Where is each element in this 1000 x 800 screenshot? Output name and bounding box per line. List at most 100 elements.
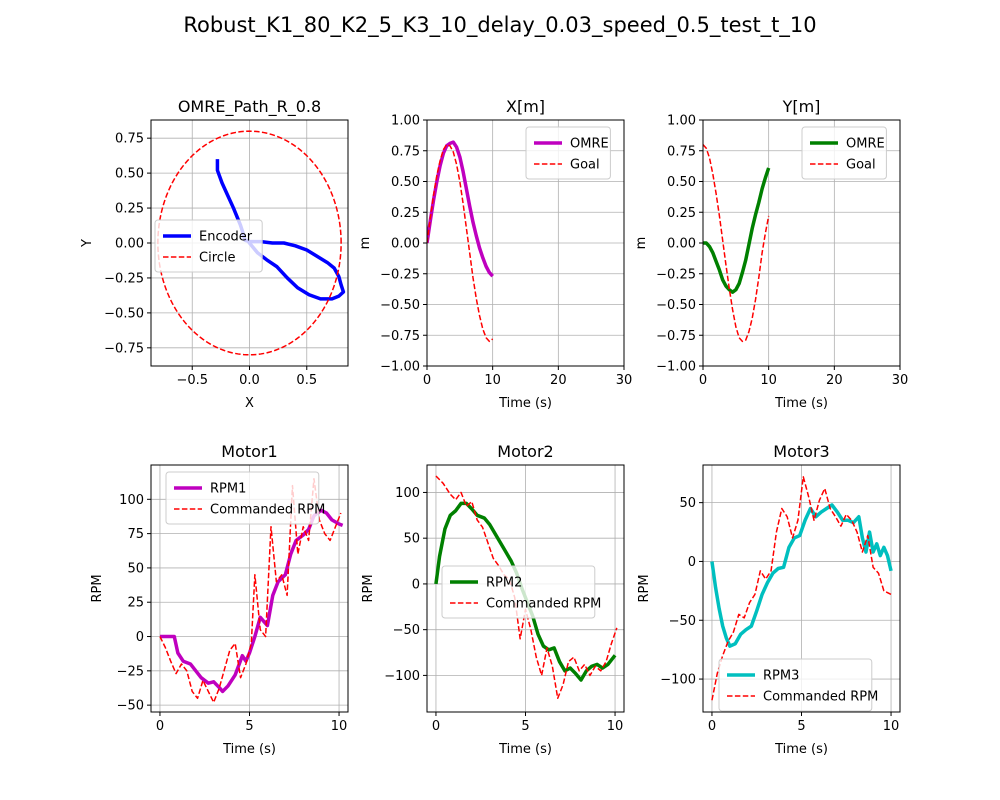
y-tick-label: −1.00 — [656, 360, 696, 375]
y-tick-label: −25 — [117, 664, 144, 679]
legend-box — [718, 658, 873, 712]
x-tick-label: 0 — [699, 373, 707, 388]
y-tick-label: 0.00 — [667, 237, 696, 252]
x-tick-label: 20 — [826, 373, 843, 388]
series-group — [710, 476, 893, 701]
x-tick-label: 10 — [883, 719, 900, 734]
x-axis-label: Time (s) — [774, 742, 828, 757]
x-tick-label: 20 — [550, 373, 567, 388]
y-tick-label: −0.75 — [380, 329, 420, 344]
y-tick-label: −100 — [384, 669, 420, 684]
legend-box — [165, 471, 320, 525]
legend: RPM2 Commanded RPM — [441, 565, 601, 619]
series-line-omre — [427, 140, 494, 278]
x-tick-label: 5 — [797, 719, 805, 734]
axes-root: −0.5 0.0 0.5 −0.75 −0.50 −0.25 0.00 0.25 0.50 0.7… — [80, 97, 908, 757]
x-axis-label: Time (s) — [774, 396, 828, 411]
y-tick-label: 0.50 — [667, 175, 696, 190]
y-tick-label: 0.00 — [391, 237, 420, 252]
axes-motor1: 0 5 10 −50 −25 0 25 50 75 100 Motor1 Time (s) RPM RPM… — [90, 442, 349, 757]
y-axis-label: RPM — [90, 574, 105, 602]
legend-label: RPM1 — [210, 482, 246, 497]
y-tick-label: 1.00 — [667, 114, 696, 129]
y-tick-label: 0 — [688, 555, 696, 570]
legend-label: RPM3 — [763, 669, 799, 684]
legend-box — [154, 219, 263, 273]
y-tick-label: 0 — [136, 630, 144, 645]
x-tick-label: 30 — [892, 373, 909, 388]
legend-box — [441, 565, 596, 619]
y-tick-label: 0.25 — [391, 206, 420, 221]
legend-label: Encoder — [199, 230, 253, 245]
legend-label: Commanded RPM — [486, 597, 601, 612]
legend-box — [525, 126, 611, 180]
y-axis-label: m — [358, 237, 373, 250]
axes-title: Motor2 — [497, 442, 553, 461]
y-tick-label: −50 — [669, 614, 696, 629]
y-tick-label: −0.75 — [104, 341, 144, 356]
legend-label: Commanded RPM — [763, 690, 878, 705]
y-tick-label: −0.50 — [380, 298, 420, 313]
legend: Encoder Circle — [154, 219, 263, 273]
legend-box — [801, 126, 887, 180]
x-tick-label: 0 — [423, 373, 431, 388]
series-line-commanded-rpm — [711, 476, 892, 701]
x-tick-label: 10 — [760, 373, 777, 388]
y-tick-label: −0.50 — [104, 306, 144, 321]
y-tick-label: 0.00 — [115, 237, 144, 252]
y-tick-label: 0.75 — [391, 144, 420, 159]
legend: OMRE Goal — [801, 126, 887, 180]
axes-y: 0 10 20 30 −1.00 −0.75 −0.50 −0.25 0.00 0.25 0.50 0… — [634, 97, 908, 411]
y-tick-label: 0.75 — [667, 144, 696, 159]
legend-label: Goal — [570, 158, 600, 173]
y-axis-label: RPM — [361, 574, 376, 602]
axes-title: Motor1 — [221, 442, 277, 461]
legend: RPM1 Commanded RPM — [165, 471, 325, 525]
axes-title: Y[m] — [782, 97, 821, 116]
y-axis-label: Y — [80, 239, 95, 248]
y-tick-label: −50 — [117, 699, 144, 714]
legend: OMRE Goal — [525, 126, 611, 180]
x-tick-label: 10 — [484, 373, 501, 388]
axes-title: OMRE_Path_R_0.8 — [178, 97, 321, 117]
series-line-goal — [703, 144, 770, 343]
y-tick-label: 0.25 — [667, 206, 696, 221]
x-tick-label: 0.0 — [239, 373, 260, 388]
x-tick-label: 5 — [521, 719, 529, 734]
axes-title: X[m] — [506, 97, 545, 116]
y-tick-label: 25 — [127, 596, 144, 611]
y-tick-label: 100 — [395, 486, 420, 501]
series-group — [703, 144, 771, 343]
y-tick-label: −0.25 — [656, 267, 696, 282]
x-axis-label: Time (s) — [222, 742, 276, 757]
y-tick-label: −0.50 — [656, 298, 696, 313]
axes-title: Motor3 — [773, 442, 829, 461]
legend-label: RPM2 — [486, 576, 522, 591]
y-tick-label: 75 — [127, 527, 144, 542]
axes-motor3: 0 5 10 −100 −50 0 50 Motor3 Time (s) RPM RPM3 Comma… — [637, 442, 901, 757]
y-tick-label: 50 — [679, 496, 696, 511]
y-tick-label: 50 — [127, 561, 144, 576]
x-tick-label: 10 — [607, 719, 624, 734]
x-tick-label: −0.5 — [176, 373, 208, 388]
x-tick-label: 0 — [708, 719, 716, 734]
y-axis-label: m — [634, 237, 649, 250]
x-axis-label: Time (s) — [498, 742, 552, 757]
figure-suptitle: Robust_K1_80_K2_5_K3_10_delay_0.03_speed… — [183, 13, 816, 38]
legend-label: Commanded RPM — [210, 503, 325, 518]
axes-x: 0 10 20 30 −1.00 −0.75 −0.50 −0.25 0.00 0.25 0.50 0… — [358, 97, 632, 411]
series-line-goal — [427, 143, 494, 343]
y-tick-label: 0.50 — [391, 175, 420, 190]
y-tick-label: −1.00 — [380, 360, 420, 375]
y-tick-label: −0.25 — [380, 267, 420, 282]
y-tick-label: −50 — [393, 623, 420, 638]
y-tick-label: −100 — [660, 673, 696, 688]
x-axis-label: Time (s) — [498, 396, 552, 411]
series-group — [427, 140, 494, 343]
y-tick-label: 100 — [119, 493, 144, 508]
x-tick-label: 0 — [156, 719, 164, 734]
x-axis-label: X — [245, 396, 254, 411]
x-tick-label: 5 — [245, 719, 253, 734]
series-line-encoder — [215, 159, 346, 301]
